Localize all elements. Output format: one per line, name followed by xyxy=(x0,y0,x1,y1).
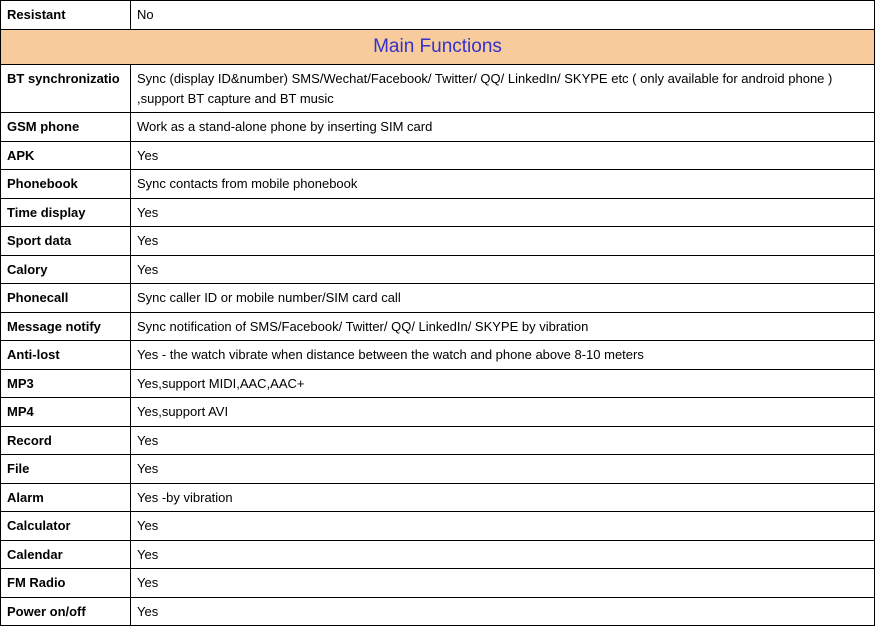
spec-label: Phonecall xyxy=(1,284,131,313)
spec-label: MP4 xyxy=(1,398,131,427)
spec-label: File xyxy=(1,455,131,484)
spec-label: Sport data xyxy=(1,227,131,256)
spec-value: Yes xyxy=(131,512,875,541)
spec-value: Yes xyxy=(131,227,875,256)
table-row: PhonecallSync caller ID or mobile number… xyxy=(1,284,875,313)
spec-value: Yes xyxy=(131,597,875,626)
spec-value: Sync (display ID&number) SMS/Wechat/Face… xyxy=(131,65,875,113)
table-row: CalculatorYes xyxy=(1,512,875,541)
table-row: MP3Yes,support MIDI,AAC,AAC+ xyxy=(1,369,875,398)
table-row: BT synchronizatioSync (display ID&number… xyxy=(1,65,875,113)
spec-label: Time display xyxy=(1,198,131,227)
section-header-row: Main Functions xyxy=(1,29,875,65)
spec-value: Yes xyxy=(131,426,875,455)
table-row: Power on/offYes xyxy=(1,597,875,626)
table-row: Anti-lostYes - the watch vibrate when di… xyxy=(1,341,875,370)
spec-label: Record xyxy=(1,426,131,455)
table-row: APKYes xyxy=(1,141,875,170)
table-row: Sport dataYes xyxy=(1,227,875,256)
spec-label: Power on/off xyxy=(1,597,131,626)
table-row: PhonebookSync contacts from mobile phone… xyxy=(1,170,875,199)
table-row: FM RadioYes xyxy=(1,569,875,598)
spec-label: Resistant xyxy=(1,1,131,30)
spec-value: Yes,support MIDI,AAC,AAC+ xyxy=(131,369,875,398)
spec-value: Sync notification of SMS/Facebook/ Twitt… xyxy=(131,312,875,341)
spec-value: No xyxy=(131,1,875,30)
spec-label: MP3 xyxy=(1,369,131,398)
spec-label: Message notify xyxy=(1,312,131,341)
spec-label: Alarm xyxy=(1,483,131,512)
table-row: GSM phoneWork as a stand-alone phone by … xyxy=(1,113,875,142)
spec-value: Yes xyxy=(131,255,875,284)
table-row: FileYes xyxy=(1,455,875,484)
spec-label: GSM phone xyxy=(1,113,131,142)
spec-table: Resistant No Main Functions BT synchroni… xyxy=(0,0,875,626)
table-row: Message notifySync notification of SMS/F… xyxy=(1,312,875,341)
spec-label: BT synchronizatio xyxy=(1,65,131,113)
spec-label: Calory xyxy=(1,255,131,284)
spec-label: FM Radio xyxy=(1,569,131,598)
spec-label: Calendar xyxy=(1,540,131,569)
table-row: Time displayYes xyxy=(1,198,875,227)
spec-value: Yes xyxy=(131,540,875,569)
spec-value: Yes,support AVI xyxy=(131,398,875,427)
spec-label: Phonebook xyxy=(1,170,131,199)
spec-label: Anti-lost xyxy=(1,341,131,370)
spec-value: Yes - the watch vibrate when distance be… xyxy=(131,341,875,370)
spec-value: Yes xyxy=(131,198,875,227)
table-row: RecordYes xyxy=(1,426,875,455)
spec-value: Yes xyxy=(131,569,875,598)
spec-value: Yes xyxy=(131,455,875,484)
spec-value: Yes xyxy=(131,141,875,170)
spec-value: Sync caller ID or mobile number/SIM card… xyxy=(131,284,875,313)
table-row: Resistant No xyxy=(1,1,875,30)
section-header: Main Functions xyxy=(1,29,875,65)
table-row: CaloryYes xyxy=(1,255,875,284)
table-row: CalendarYes xyxy=(1,540,875,569)
spec-label: APK xyxy=(1,141,131,170)
spec-value: Yes -by vibration xyxy=(131,483,875,512)
spec-value: Sync contacts from mobile phonebook xyxy=(131,170,875,199)
spec-label: Calculator xyxy=(1,512,131,541)
table-row: MP4Yes,support AVI xyxy=(1,398,875,427)
table-row: AlarmYes -by vibration xyxy=(1,483,875,512)
spec-value: Work as a stand-alone phone by inserting… xyxy=(131,113,875,142)
